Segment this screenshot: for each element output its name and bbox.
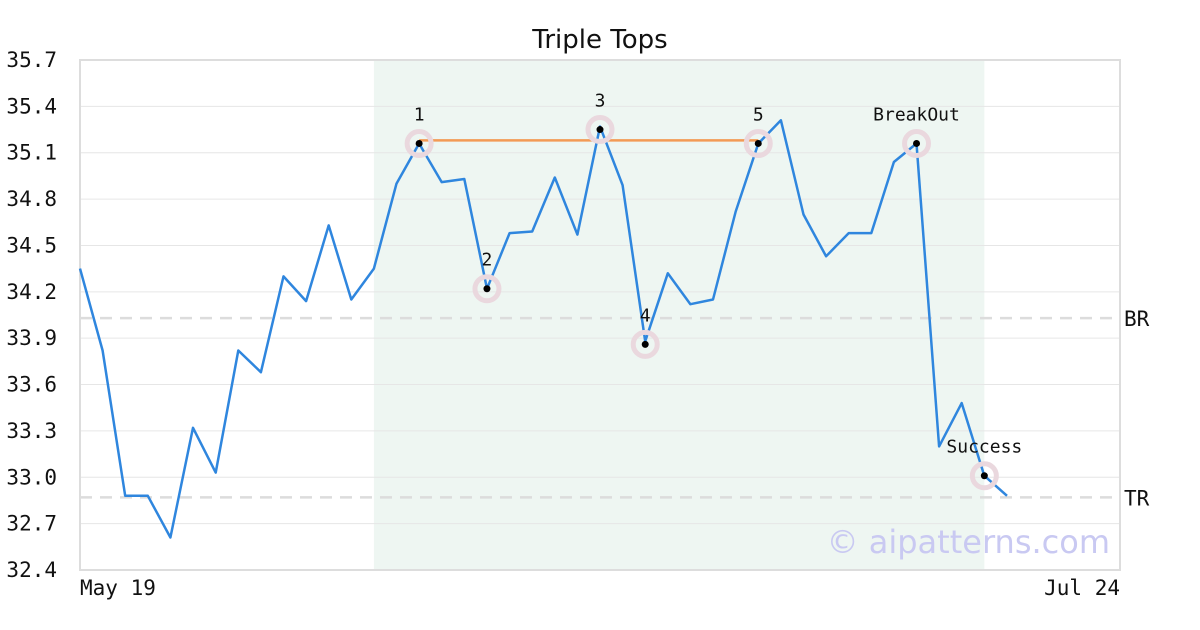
plot-frame bbox=[79, 59, 1121, 571]
point-label-success: Success bbox=[946, 437, 1022, 458]
watermark: © aipatterns.com bbox=[827, 523, 1110, 561]
point-dot-success bbox=[980, 472, 988, 480]
y-tick-label: 32.7 bbox=[6, 512, 57, 536]
point-marker-success bbox=[969, 461, 999, 491]
pattern-highlight-region bbox=[373, 60, 985, 570]
x-tick-label: Jul 24 bbox=[1044, 576, 1120, 600]
point-marker-2 bbox=[472, 274, 502, 304]
point-dot-4 bbox=[641, 340, 649, 348]
point-label-1: 1 bbox=[414, 104, 425, 125]
point-marker-4 bbox=[630, 329, 660, 359]
y-tick-label: 33.3 bbox=[6, 419, 57, 443]
y-tick-label: 33.6 bbox=[6, 373, 57, 397]
chart-title: Triple Tops bbox=[531, 25, 667, 55]
point-label-3: 3 bbox=[595, 91, 606, 112]
point-dot-1 bbox=[415, 139, 423, 147]
level-label-br: BR bbox=[1124, 307, 1150, 331]
point-marker-5 bbox=[743, 128, 773, 158]
y-axis-ticks: 32.4 32.7 33.0 33.3 33.6 33.9 34.2 34.5 34.8 35.1… bbox=[6, 48, 57, 582]
point-dot-breakout bbox=[913, 139, 921, 147]
pattern-points-layer: 1 2 3 4 5 BreakOut Success bbox=[404, 91, 1022, 491]
x-tick-label: May 19 bbox=[80, 576, 156, 600]
y-tick-label: 33.0 bbox=[6, 465, 57, 489]
y-tick-label: 33.9 bbox=[6, 326, 57, 350]
y-tick-label: 35.4 bbox=[6, 94, 57, 118]
price-line bbox=[78, 119, 1008, 539]
x-axis-ticks: May 19 Jul 24 bbox=[80, 576, 1120, 600]
y-tick-label: 34.8 bbox=[6, 187, 57, 211]
point-label-5: 5 bbox=[753, 104, 764, 125]
point-dot-5 bbox=[754, 139, 762, 147]
point-label-2: 2 bbox=[482, 250, 493, 271]
point-marker-1 bbox=[404, 128, 434, 158]
point-label-breakout: BreakOut bbox=[873, 104, 960, 125]
point-label-4: 4 bbox=[640, 305, 651, 326]
y-tick-label: 32.4 bbox=[6, 558, 57, 582]
price-series-layer bbox=[78, 119, 1008, 539]
point-marker-breakout bbox=[902, 128, 932, 158]
point-dot-2 bbox=[483, 285, 491, 293]
y-tick-label: 34.5 bbox=[6, 233, 57, 257]
level-lines-layer: BR TR bbox=[80, 307, 1150, 510]
point-dot-3 bbox=[596, 126, 604, 134]
point-marker-3 bbox=[585, 115, 615, 145]
y-tick-label: 35.1 bbox=[6, 141, 57, 165]
y-tick-label: 35.7 bbox=[6, 48, 57, 72]
level-label-tr: TR bbox=[1124, 486, 1150, 510]
y-tick-label: 34.2 bbox=[6, 280, 57, 304]
pattern-region-layer bbox=[373, 60, 985, 570]
